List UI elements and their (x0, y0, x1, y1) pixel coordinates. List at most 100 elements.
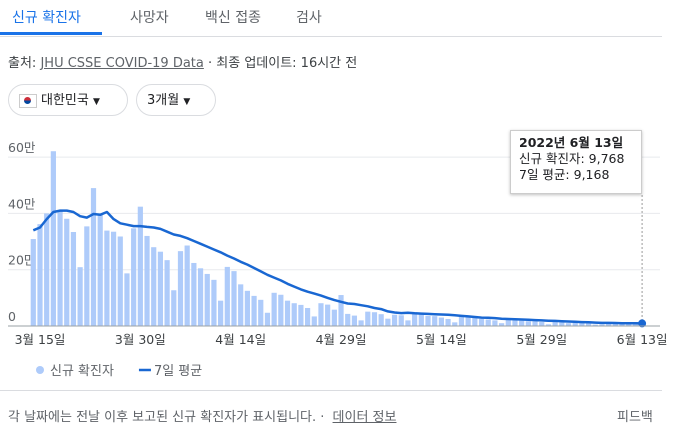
bar (37, 224, 43, 326)
bar (412, 312, 418, 326)
bar (64, 218, 70, 326)
tooltip-date: 2022년 6월 13일 (519, 135, 624, 150)
tab[interactable]: 백신 접종 (205, 10, 261, 26)
x-tick-label: 5월 29일 (516, 332, 567, 347)
bar (492, 320, 498, 326)
range-dropdown[interactable]: 3개월 ▼ (136, 84, 216, 116)
bar (311, 316, 317, 326)
bar (298, 304, 304, 326)
bar (318, 303, 324, 326)
tab[interactable]: 검사 (296, 10, 322, 26)
bar (585, 323, 592, 326)
bar (552, 321, 558, 326)
bar (117, 236, 123, 326)
bar (385, 318, 391, 326)
bar (559, 322, 565, 326)
bar (50, 151, 56, 326)
bar (231, 271, 237, 326)
feedback[interactable]: 피드백 (617, 410, 653, 425)
country-dropdown[interactable]: 대한민국 ▼ (8, 84, 128, 116)
bar (512, 319, 518, 326)
bar (505, 319, 511, 326)
bar (191, 262, 197, 326)
bar (532, 321, 538, 326)
bar (432, 316, 438, 326)
bar (30, 239, 36, 326)
bar (70, 232, 77, 326)
divider (0, 390, 662, 391)
bar (218, 300, 224, 326)
updated: · 최종 업데이트: 16시간 전 (208, 56, 358, 71)
legend-label: 7일 평균 (154, 364, 202, 379)
bar (358, 320, 364, 326)
tooltip-line: 신규 확진자: 9,768 (519, 151, 625, 166)
bar (338, 295, 344, 326)
bar (391, 314, 398, 326)
bar (84, 226, 90, 326)
bar (284, 300, 291, 326)
bar (452, 322, 458, 326)
data-info-link[interactable]: 데이터 정보 (332, 410, 397, 425)
bar (365, 311, 371, 326)
bar (345, 313, 351, 326)
bar (164, 260, 170, 326)
bar (519, 320, 525, 326)
bar (137, 206, 143, 326)
bar (304, 307, 311, 326)
bar (110, 231, 117, 326)
bar (124, 273, 130, 326)
bar (599, 324, 605, 326)
bar (77, 267, 83, 326)
bar (378, 314, 384, 326)
bar (606, 322, 612, 326)
x-tick-label: 5월 14일 (416, 332, 467, 347)
bar (351, 315, 358, 326)
bar (204, 273, 210, 326)
bar (425, 315, 431, 326)
x-tick-label: 4월 14일 (215, 332, 266, 347)
bar (565, 323, 572, 326)
x-tick-label: 3월 15일 (15, 332, 66, 347)
bar (626, 323, 632, 326)
bar (244, 290, 250, 326)
y-tick-label: 60만 (8, 140, 36, 155)
tab[interactable]: 사망자 (130, 10, 169, 26)
bar (445, 318, 451, 326)
divider (0, 36, 662, 37)
bar (131, 228, 137, 326)
source-label: 출처: (8, 56, 37, 71)
bar (465, 316, 471, 326)
country-label: 대한민국 (41, 93, 89, 108)
bar (171, 290, 177, 326)
bar (398, 315, 404, 326)
source-link[interactable]: JHU CSSE COVID-19 Data (40, 56, 204, 71)
tab-indicator (0, 32, 102, 35)
x-tick-label: 6월 13일 (617, 332, 668, 347)
legend-swatch (36, 366, 44, 374)
bar (144, 235, 150, 326)
bar (632, 324, 638, 326)
bar (224, 266, 230, 326)
line (32, 209, 643, 325)
bar (472, 317, 478, 326)
bar (539, 322, 545, 326)
bar (57, 211, 63, 326)
bar (104, 230, 110, 326)
bar (612, 322, 618, 326)
bar (278, 294, 284, 326)
bar (438, 317, 444, 326)
footer-note: 각 날짜에는 전날 이후 보고된 신규 확진자가 표시됩니다. · (8, 410, 325, 425)
bar (177, 251, 184, 326)
bar (291, 303, 297, 326)
bar (371, 312, 378, 326)
tooltip: 2022년 6월 13일 신규 확진자: 9,768 7일 평균: 9,168 (510, 130, 642, 194)
bar (264, 312, 271, 326)
bar (572, 322, 578, 326)
tooltip-line: 7일 평균: 9,168 (519, 167, 610, 182)
bar (238, 284, 244, 326)
bar (197, 268, 204, 326)
tab[interactable]: 신규 확진자 (12, 10, 81, 26)
bar (97, 214, 103, 326)
